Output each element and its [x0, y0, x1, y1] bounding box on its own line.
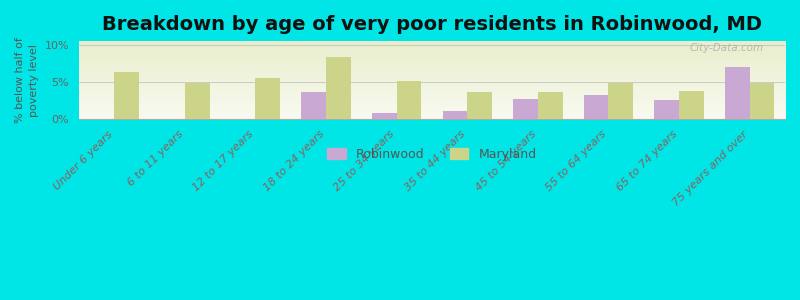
Title: Breakdown by age of very poor residents in Robinwood, MD: Breakdown by age of very poor residents … [102, 15, 762, 34]
Bar [372, 113, 397, 119]
Bar [397, 80, 422, 119]
Text: City-Data.com: City-Data.com [690, 44, 764, 53]
Bar [538, 92, 562, 119]
Bar [255, 78, 280, 119]
Bar [513, 99, 538, 119]
Bar [584, 94, 609, 119]
Bar [326, 58, 350, 119]
Legend: Robinwood, Maryland: Robinwood, Maryland [322, 143, 542, 166]
Bar [750, 83, 774, 119]
Bar [654, 100, 679, 119]
Bar [679, 91, 704, 119]
Bar [302, 92, 326, 119]
Bar [442, 111, 467, 119]
Bar [114, 72, 139, 119]
Bar [725, 67, 750, 119]
Y-axis label: % below half of
poverty level: % below half of poverty level [15, 37, 39, 123]
Bar [467, 92, 492, 119]
Bar [609, 83, 633, 119]
Bar [185, 83, 210, 119]
